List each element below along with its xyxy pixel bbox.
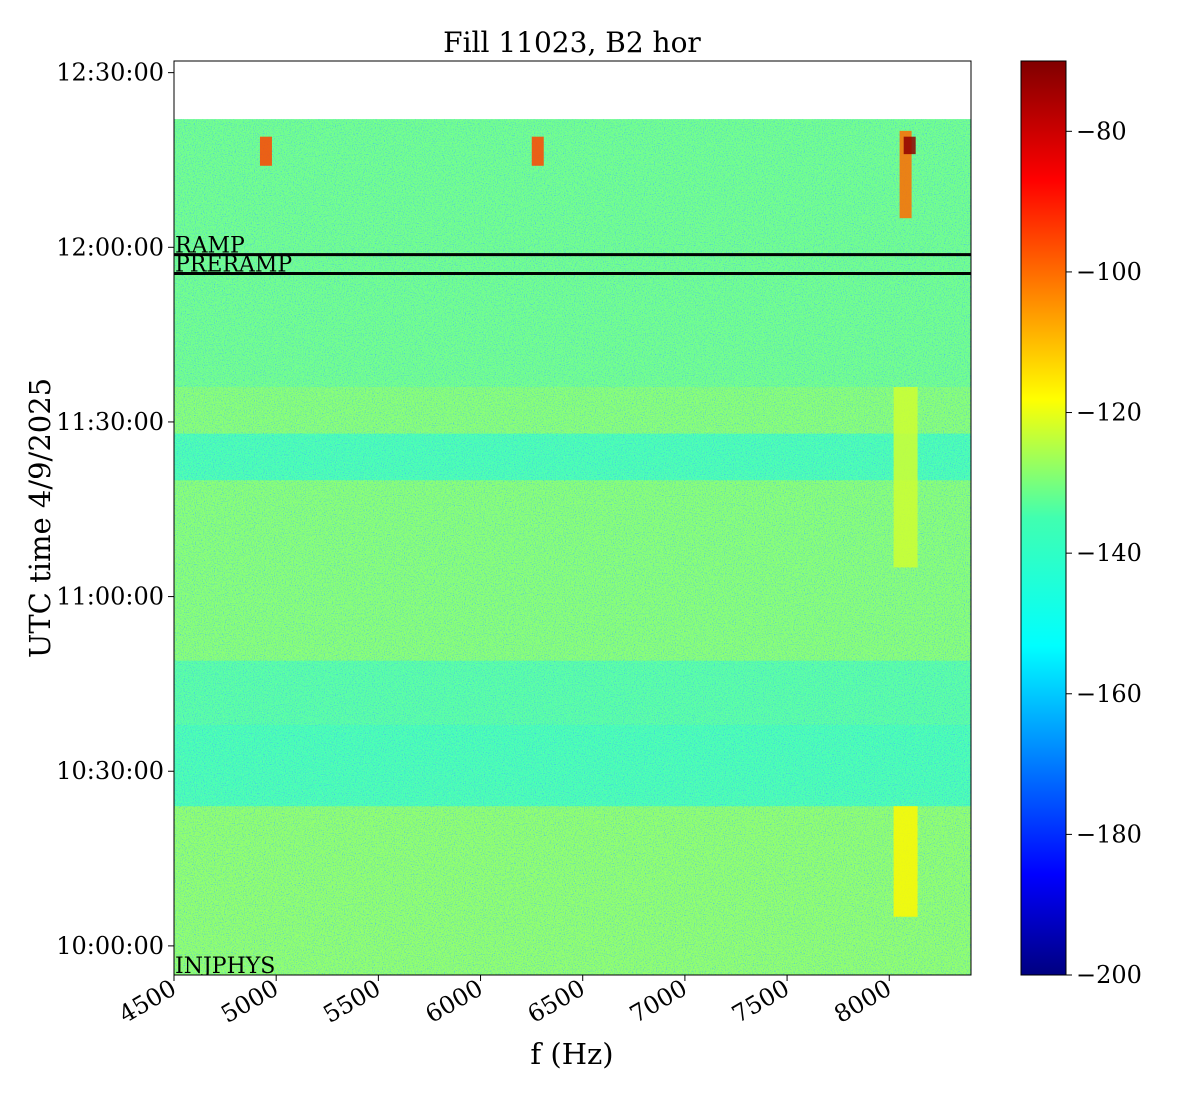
x-tick-label: 6500 [523, 974, 590, 1029]
x-tick-label: 7500 [727, 974, 794, 1029]
y-tick-label: 10:30:00 [56, 757, 164, 785]
colorbar-tick-label: −140 [1076, 539, 1142, 567]
plot-frame [173, 60, 972, 976]
event-label: INJPHYS [175, 954, 275, 979]
x-tick-label: 4500 [114, 974, 181, 1029]
x-tick-label: 8000 [829, 974, 896, 1029]
colorbar-tick-label: −180 [1076, 820, 1142, 848]
x-axis-label: f (Hz) [530, 1037, 613, 1071]
y-axis-label: UTC time 4/9/2025 [23, 378, 57, 658]
colorbar-tick-label: −80 [1076, 117, 1127, 145]
event-label: RAMP [175, 234, 245, 259]
x-axis: 4500 5000 5500 6000 6500 7000 7500 8000 [114, 974, 896, 1029]
y-tick-label: 11:00:00 [56, 583, 164, 611]
colorbar-tick-label: −100 [1076, 258, 1142, 286]
signal-feature [893, 806, 918, 917]
x-tick-label: 5000 [216, 974, 283, 1029]
y-tick-label: 11:30:00 [56, 408, 164, 436]
signal-features [259, 130, 918, 917]
colorbar-ticks: −80 −100 −120 −140 −160 −180 −200 [1066, 117, 1142, 989]
x-tick-label: 7000 [625, 974, 692, 1029]
x-tick-label: 6000 [421, 974, 488, 1029]
y-tick-label: 12:00:00 [56, 233, 164, 261]
signal-feature [531, 136, 544, 166]
y-tick-label: 12:30:00 [56, 59, 164, 87]
y-tick-label: 10:00:00 [56, 932, 164, 960]
colorbar-gradient [1020, 60, 1067, 976]
y-axis: 10:00:00 10:30:00 11:00:00 11:30:00 12:00:00… [56, 59, 174, 960]
colorbar-tick-label: −160 [1076, 680, 1142, 708]
event-label: PRERAMP [175, 252, 292, 277]
signal-feature [893, 387, 918, 568]
colorbar-tick-label: −200 [1076, 961, 1142, 989]
chart-title: Fill 11023, B2 hor [443, 26, 701, 59]
x-tick-label: 5500 [318, 974, 385, 1029]
signal-feature [903, 136, 916, 155]
colorbar: −80 −100 −120 −140 −160 −180 −200 [1020, 60, 1142, 989]
colorbar-tick-label: −120 [1076, 399, 1142, 427]
signal-feature [259, 136, 272, 166]
